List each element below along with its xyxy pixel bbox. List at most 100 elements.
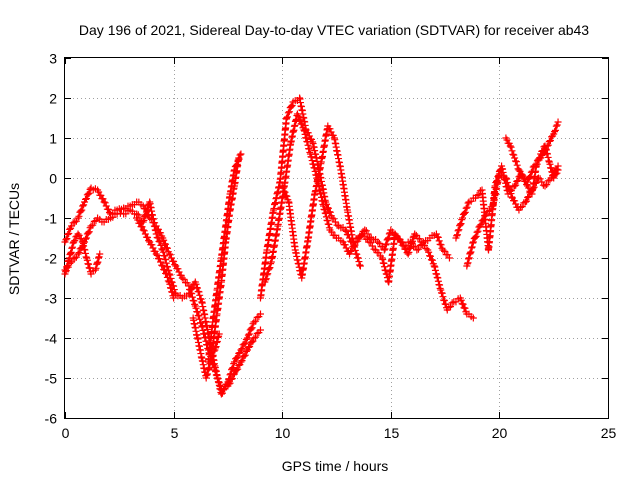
data-point bbox=[256, 326, 264, 334]
data-point bbox=[241, 339, 249, 347]
data-point bbox=[205, 365, 213, 373]
data-point bbox=[80, 242, 88, 250]
data-point bbox=[163, 273, 171, 281]
data-point bbox=[518, 171, 526, 179]
data-point bbox=[543, 181, 551, 189]
data-point bbox=[460, 209, 468, 217]
data-point bbox=[511, 197, 519, 205]
data-point bbox=[99, 195, 107, 203]
data-point bbox=[512, 181, 520, 189]
data-point bbox=[244, 331, 252, 339]
data-point bbox=[203, 371, 211, 379]
data-point bbox=[554, 166, 562, 174]
data-point bbox=[440, 297, 448, 305]
y-tick-label: -2 bbox=[45, 251, 58, 267]
data-point bbox=[510, 151, 518, 159]
data-point bbox=[68, 222, 76, 230]
data-point bbox=[546, 137, 554, 145]
data-point bbox=[245, 330, 253, 338]
data-point bbox=[513, 177, 521, 185]
y-tick-label: -6 bbox=[45, 411, 58, 427]
data-point bbox=[381, 245, 389, 253]
data-point bbox=[85, 260, 93, 268]
data-point bbox=[95, 254, 103, 262]
data-point bbox=[553, 121, 561, 129]
data-point bbox=[458, 214, 466, 222]
data-point bbox=[62, 267, 70, 275]
chart-title: Day 196 of 2021, Sidereal Day-to-day VTE… bbox=[79, 22, 589, 38]
data-point bbox=[461, 208, 469, 216]
data-point bbox=[143, 206, 151, 214]
data-point bbox=[404, 250, 412, 258]
data-point bbox=[68, 244, 76, 252]
data-point bbox=[84, 229, 92, 237]
data-point bbox=[545, 157, 553, 165]
series-track-h bbox=[261, 110, 477, 322]
data-point bbox=[165, 250, 173, 258]
y-tick-label: -4 bbox=[45, 331, 58, 347]
data-point bbox=[180, 275, 188, 283]
data-point bbox=[353, 250, 361, 258]
data-point bbox=[333, 221, 341, 229]
data-point bbox=[507, 143, 515, 151]
data-point bbox=[304, 129, 312, 137]
data-point bbox=[167, 284, 175, 292]
data-point bbox=[438, 289, 446, 297]
data-point bbox=[228, 365, 236, 373]
data-point bbox=[85, 189, 93, 197]
data-point bbox=[544, 153, 552, 161]
data-point bbox=[328, 214, 336, 222]
data-point bbox=[93, 259, 101, 267]
data-point bbox=[229, 364, 237, 372]
data-point bbox=[356, 262, 364, 270]
data-point bbox=[535, 155, 543, 163]
y-axis-label: SDTVAR / TECUs bbox=[6, 183, 22, 295]
y-tick-label: 2 bbox=[49, 91, 57, 107]
data-point bbox=[507, 190, 515, 198]
series-track-m bbox=[502, 134, 562, 198]
data-point bbox=[72, 253, 80, 261]
data-point bbox=[513, 161, 521, 169]
data-point bbox=[397, 238, 405, 246]
data-point bbox=[458, 216, 466, 224]
data-point bbox=[193, 284, 201, 292]
data-point bbox=[166, 280, 174, 288]
data-point bbox=[382, 240, 390, 248]
y-tick-label: -1 bbox=[45, 211, 58, 227]
data-point bbox=[541, 142, 549, 150]
data-point bbox=[83, 256, 91, 264]
data-point bbox=[503, 175, 511, 183]
data-point bbox=[541, 182, 549, 190]
data-point bbox=[477, 221, 485, 229]
data-point bbox=[63, 263, 71, 271]
data-point bbox=[521, 198, 529, 206]
x-tick-label: 10 bbox=[275, 425, 291, 441]
data-point bbox=[159, 262, 167, 270]
data-point bbox=[486, 207, 494, 215]
data-point bbox=[374, 238, 382, 246]
data-point bbox=[422, 245, 430, 253]
data-point bbox=[445, 303, 453, 311]
data-point bbox=[434, 233, 442, 241]
data-point bbox=[551, 128, 559, 136]
data-point bbox=[536, 154, 544, 162]
data-point bbox=[68, 243, 76, 251]
data-point bbox=[62, 268, 70, 276]
data-point bbox=[511, 154, 519, 162]
data-point bbox=[234, 156, 242, 164]
data-point bbox=[354, 254, 362, 262]
data-point bbox=[408, 239, 416, 247]
data-point bbox=[406, 238, 414, 246]
data-point bbox=[553, 169, 561, 177]
data-point bbox=[100, 198, 108, 206]
data-point bbox=[70, 238, 78, 246]
data-point bbox=[385, 234, 393, 242]
series-track-j bbox=[278, 122, 364, 282]
y-tick-label: -5 bbox=[45, 371, 58, 387]
data-point bbox=[551, 126, 559, 134]
data-point bbox=[550, 174, 558, 182]
data-point bbox=[456, 221, 464, 229]
data-point bbox=[388, 228, 396, 236]
data-point bbox=[152, 250, 160, 258]
data-point bbox=[74, 214, 82, 222]
